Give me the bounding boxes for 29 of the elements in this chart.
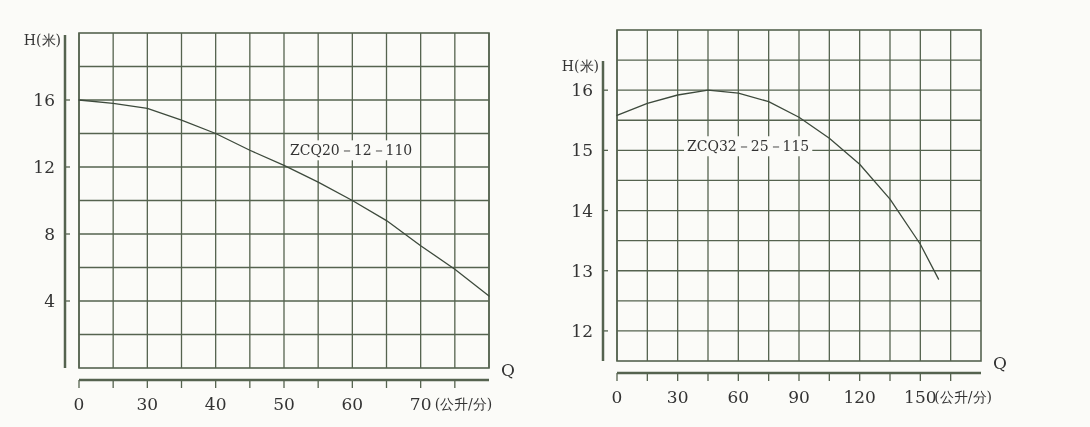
text: (公升/分) [934,389,992,405]
x-tick-label: 120 [843,387,876,407]
x-axis-title: Q [993,353,1007,373]
y-tick-label: 4 [44,291,55,311]
x-tick-label: 30 [136,394,159,414]
y-tick-label: 16 [33,90,55,110]
x-tick-label: 60 [341,394,364,414]
x-axis-title: Q [501,360,515,380]
x-tick-label: 0 [611,387,623,407]
x-tick-label: 50 [273,394,295,414]
y-tick-label: 15 [571,140,593,161]
x-tick-label: 40 [204,394,227,414]
y-axis-title: H(米) [23,32,61,48]
series-label: ZCQ20－12－110 [290,142,413,159]
y-tick-label: 13 [571,260,593,281]
y-tick-label: 16 [571,80,593,101]
y-tick-label: 12 [33,157,55,177]
y-axis-title: H(米) [561,58,599,74]
x-tick-label: 70 [409,394,432,414]
x-tick-label: 30 [666,387,689,407]
series-label: ZCQ32－25－115 [687,138,810,155]
text: (公升/分) [434,396,493,412]
x-tick-label: 90 [788,387,810,407]
x-tick-label: 0 [73,394,85,414]
x-tick-label: 150 [904,387,937,407]
y-tick-label: 8 [44,224,55,244]
x-tick-label: 60 [727,387,750,407]
y-tick-label: 14 [571,200,593,221]
y-tick-label: 12 [571,320,593,341]
